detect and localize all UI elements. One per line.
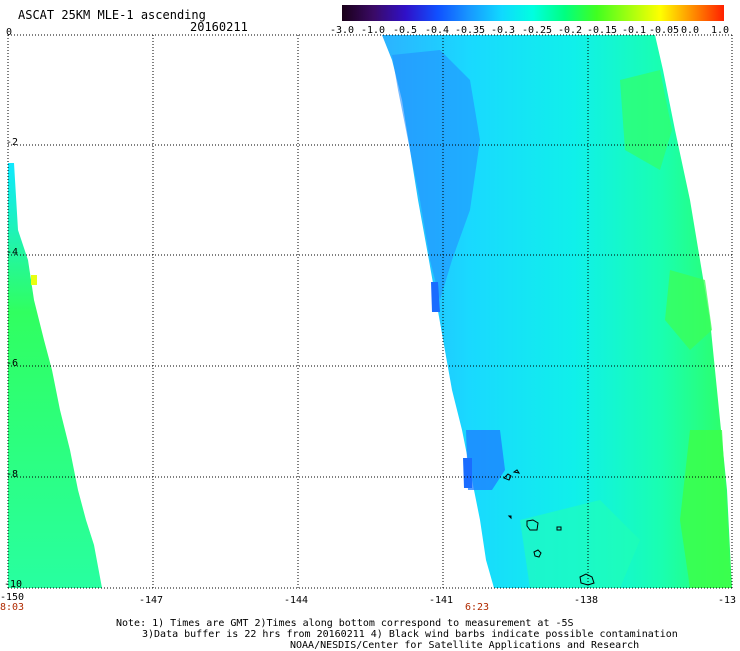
product-title: ASCAT 25KM MLE-1 ascending xyxy=(18,8,206,22)
island-outlines xyxy=(503,469,595,586)
note-line-3: NOAA/NESDIS/Center for Satellite Applica… xyxy=(290,640,640,651)
left-swath-yellow-pixel xyxy=(31,275,37,285)
left-swath xyxy=(8,163,102,588)
lon-label: -13 xyxy=(718,595,737,606)
colorbar-gradient xyxy=(342,5,724,21)
lat-label: -10 xyxy=(4,579,23,590)
colorbar-label: -0.15 xyxy=(586,25,618,36)
colorbar-label: -0.1 xyxy=(621,25,647,36)
colorbar-label: -0.2 xyxy=(557,25,583,36)
lon-label: -144 xyxy=(284,595,309,606)
colorbar-label: 1.0 xyxy=(710,25,730,36)
colorbar-label: -3.0 xyxy=(329,25,355,36)
note-line-2: 3)Data buffer is 22 hrs from 20160211 4)… xyxy=(142,629,678,640)
time-label: 6:23 xyxy=(465,602,490,613)
swath-patch-blue-2 xyxy=(466,430,505,490)
grid xyxy=(7,34,733,589)
colorbar-label: -0.4 xyxy=(424,25,450,36)
lon-label: -138 xyxy=(574,595,599,606)
colorbar-label: -0.5 xyxy=(392,25,418,36)
lat-label: -8 xyxy=(6,469,19,480)
swath-patch-blue-4 xyxy=(463,458,472,488)
time-label: 8:03 xyxy=(0,602,25,613)
lon-label: -147 xyxy=(139,595,164,606)
lon-label: -150 xyxy=(0,592,25,603)
colorbar-label: -0.05 xyxy=(648,25,680,36)
note-line-1: Note: 1) Times are GMT 2)Times along bot… xyxy=(116,618,574,629)
lat-label: -4 xyxy=(6,247,19,258)
lat-label: 0 xyxy=(6,27,13,38)
date-label: 20160211 xyxy=(190,20,248,34)
colorbar-label: 0.0 xyxy=(680,25,700,36)
lat-label: -6 xyxy=(6,358,19,369)
colorbar-label: -0.25 xyxy=(521,25,553,36)
swath-patch-green-3 xyxy=(680,430,731,588)
color-scale-bar xyxy=(342,5,724,21)
swath-patch-green-2 xyxy=(665,270,712,350)
colorbar-label: -1.0 xyxy=(360,25,386,36)
swath-patch-blue xyxy=(392,50,480,300)
swath-patch-blue-3 xyxy=(431,282,440,312)
colorbar-label: -0.3 xyxy=(490,25,516,36)
lat-label: -2 xyxy=(6,137,19,148)
colorbar-label: -0.35 xyxy=(454,25,486,36)
swath-patch-teal xyxy=(520,500,640,588)
lon-label: -141 xyxy=(429,595,454,606)
